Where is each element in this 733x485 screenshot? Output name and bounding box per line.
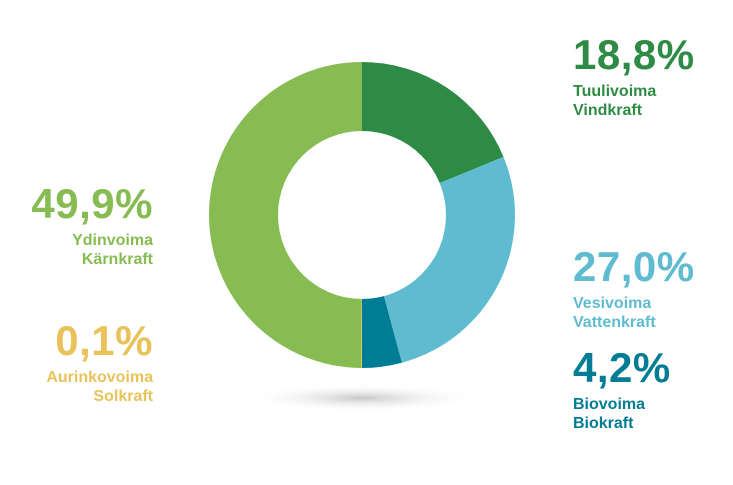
name-fi-aurinkovoima: Aurinkovoima [46, 369, 153, 386]
percent-tuulivoima: 18,8% [573, 31, 695, 78]
percent-aurinkovoima: 0,1% [55, 317, 153, 364]
label-ydinvoima: 49,9% Ydinvoima Kärnkraft [31, 183, 153, 269]
percent-biovoima: 4,2% [573, 344, 671, 391]
name-fi-ydinvoima: Ydinvoima [72, 232, 153, 249]
label-tuulivoima: 18,8% Tuulivoima Vindkraft [573, 34, 695, 120]
percent-ydinvoima: 49,9% [31, 180, 153, 227]
name-sv-ydinvoima: Kärnkraft [81, 251, 153, 268]
name-sv-biovoima: Biokraft [573, 415, 634, 432]
name-sv-tuulivoima: Vindkraft [573, 102, 643, 119]
label-aurinkovoima: 0,1% Aurinkovoima Solkraft [46, 320, 153, 406]
donut-shadow [244, 384, 480, 412]
percent-vesivoima: 27,0% [573, 243, 695, 290]
name-fi-biovoima: Biovoima [573, 396, 646, 413]
name-fi-vesivoima: Vesivoima [573, 295, 652, 312]
label-biovoima: 4,2% Biovoima Biokraft [573, 347, 671, 433]
name-sv-aurinkovoima: Solkraft [93, 388, 153, 405]
donut-hole [278, 131, 446, 299]
name-fi-tuulivoima: Tuulivoima [573, 83, 657, 100]
name-sv-vesivoima: Vattenkraft [573, 314, 656, 331]
label-vesivoima: 27,0% Vesivoima Vattenkraft [573, 246, 695, 332]
